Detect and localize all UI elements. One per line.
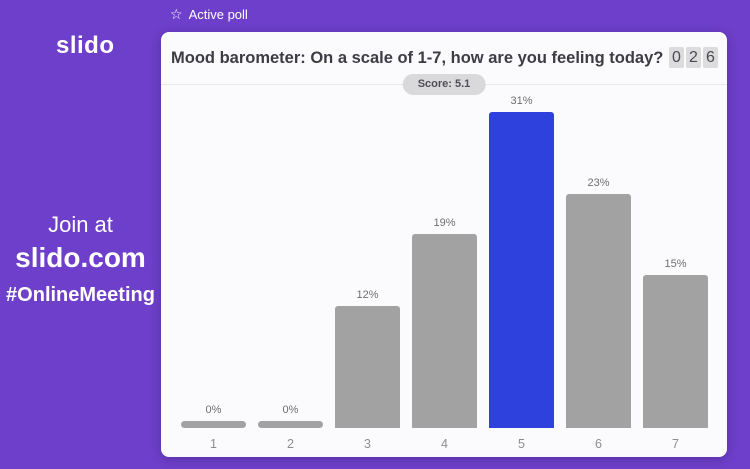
bar-value-label: 31% — [510, 95, 533, 107]
bar-column-4: 19% — [412, 217, 477, 428]
bar-column-5: 31% — [489, 95, 554, 428]
bar-value-label: 12% — [356, 289, 379, 301]
vote-counter-digit: 0 — [669, 47, 684, 68]
bar-1 — [181, 421, 246, 428]
vote-counter: 0 2 6 — [669, 47, 718, 68]
axis-tick-label-2: 2 — [287, 437, 294, 451]
poll-card: Mood barometer: On a scale of 1-7, how a… — [161, 32, 727, 457]
bar-value-label: 19% — [433, 217, 456, 229]
axis-tick-label-3: 3 — [364, 437, 371, 451]
bar-chart: 0% 0% 12% 19% 31% 23% 15% — [181, 95, 708, 428]
slido-logo: slido — [56, 32, 115, 59]
bar-column-3: 12% — [335, 289, 400, 428]
axis-tick-label-5: 5 — [518, 437, 525, 451]
poll-card-header: Mood barometer: On a scale of 1-7, how a… — [161, 32, 727, 84]
bar-7 — [643, 275, 708, 428]
bar-3 — [335, 306, 400, 428]
vote-counter-digit: 6 — [703, 47, 718, 68]
highlighted-bar-5 — [489, 112, 554, 428]
star-icon: ☆ — [170, 5, 183, 22]
active-poll-status: ☆ Active poll — [170, 5, 248, 23]
bar-column-6: 23% — [566, 177, 631, 428]
poll-question-title: Mood barometer: On a scale of 1-7, how a… — [171, 48, 664, 67]
bar-column-2: 0% — [258, 404, 323, 428]
bar-value-label: 23% — [587, 177, 610, 189]
bar-column-1: 0% — [181, 404, 246, 428]
slido-com-text: slido.com — [15, 242, 146, 273]
bar-column-7: 15% — [643, 258, 708, 428]
axis-tick-label-1: 1 — [210, 437, 217, 451]
join-at-text: Join at — [48, 212, 113, 237]
bar-value-label: 0% — [282, 404, 299, 416]
x-axis-labels: 1 2 3 4 5 6 7 — [181, 437, 708, 451]
bar-2 — [258, 421, 323, 428]
hashtag-text: #OnlineMeeting — [6, 284, 155, 306]
vote-counter-digit: 2 — [686, 47, 701, 68]
bar-value-label: 15% — [664, 258, 687, 270]
axis-tick-label-4: 4 — [441, 437, 448, 451]
score-badge: Score: 5.1 — [402, 74, 486, 95]
bar-4 — [412, 234, 477, 428]
bar-6 — [566, 194, 631, 428]
axis-tick-label-6: 6 — [595, 437, 602, 451]
active-poll-label: Active poll — [188, 7, 248, 22]
axis-tick-label-7: 7 — [672, 437, 679, 451]
bar-value-label: 0% — [205, 404, 222, 416]
join-info: Join at slido.com #OnlineMeeting — [0, 212, 161, 307]
